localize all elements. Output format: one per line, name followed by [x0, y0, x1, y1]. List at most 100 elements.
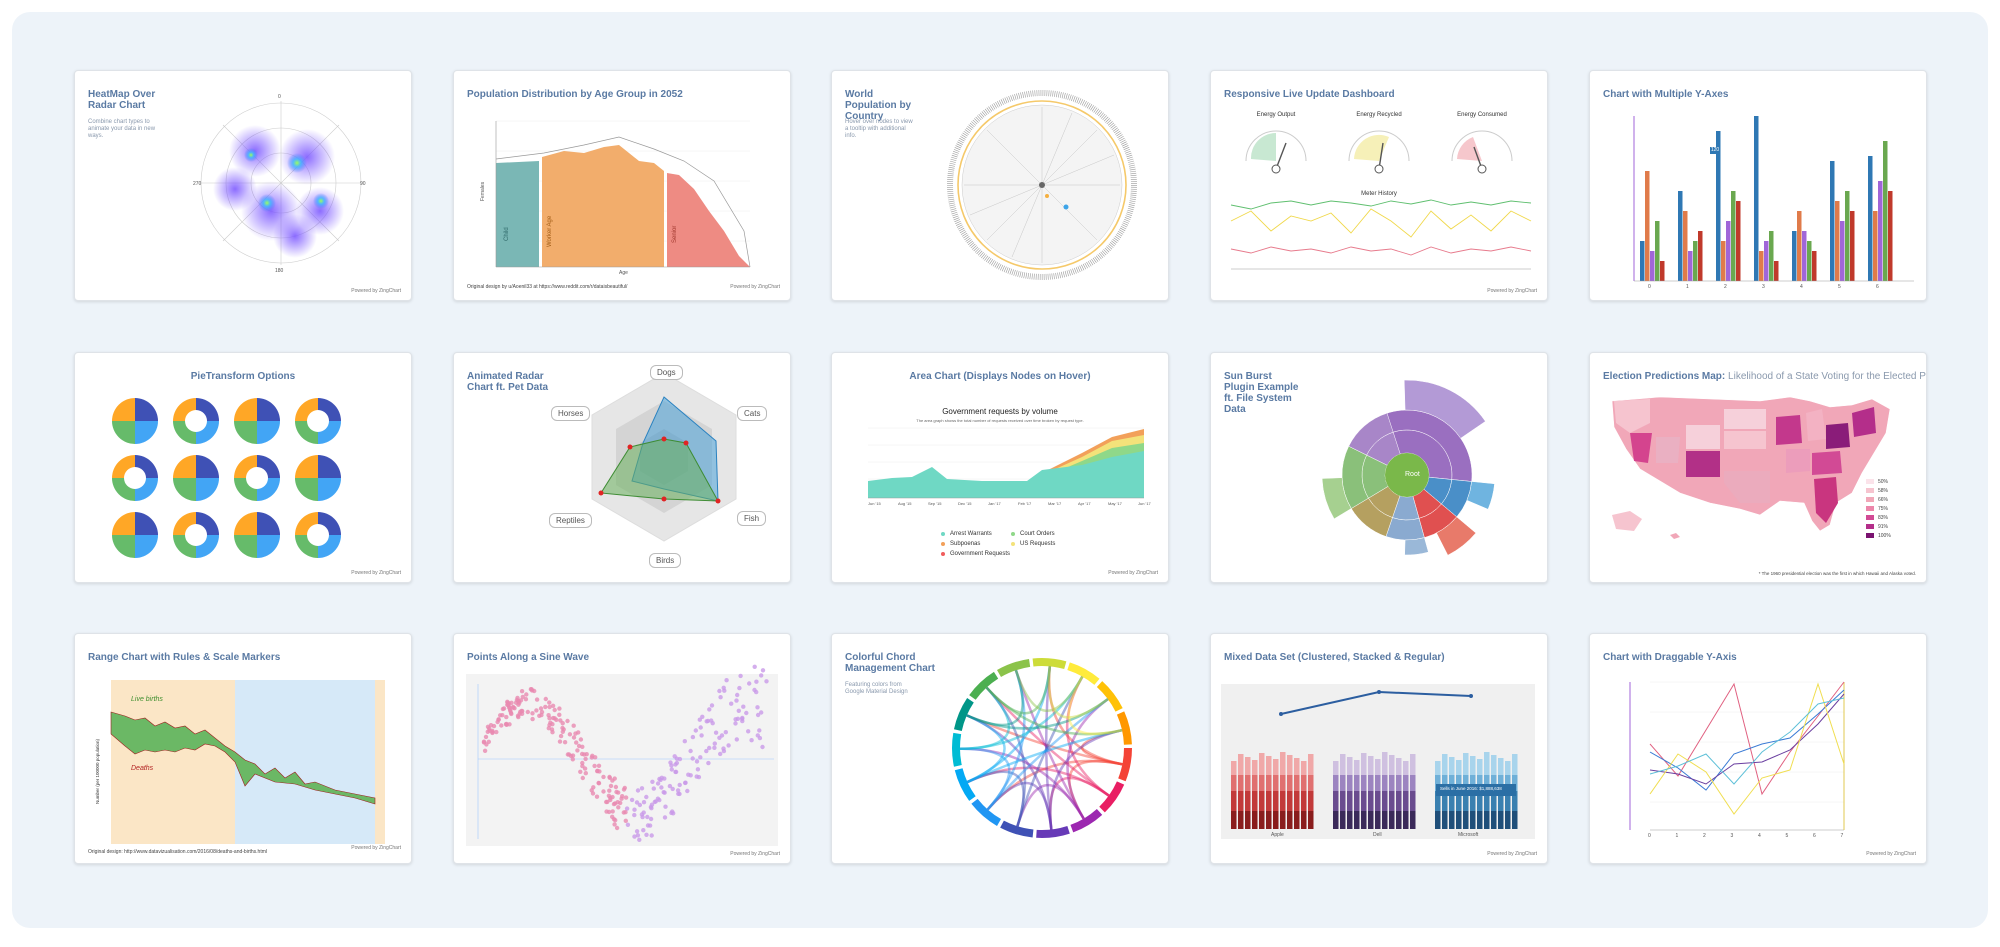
stacked-bar-segment	[1333, 775, 1339, 791]
legend-arrest-warrants[interactable]: Arrest Warrants	[950, 531, 992, 537]
chord-ribbon	[1067, 675, 1123, 735]
powered-by: Powered by ZingChart	[730, 284, 780, 290]
scatter-point	[534, 708, 539, 713]
legend-subpoenas[interactable]: Subpoenas	[950, 541, 981, 547]
scatter-point	[634, 829, 640, 834]
stacked-bar-segment	[1347, 791, 1353, 811]
scatter-point	[623, 818, 628, 823]
scatter-point	[641, 800, 647, 805]
scatter-point	[610, 814, 615, 819]
card-desc: Combine chart types to animate your data…	[88, 119, 156, 139]
scatter-point	[543, 704, 548, 710]
scatter-point	[562, 740, 568, 745]
card-chord[interactable]: Colorful Chord Management Chart Featurin…	[831, 633, 1169, 864]
powered-by: Powered by ZingChart	[1487, 288, 1537, 294]
legend-us-requests[interactable]: US Requests	[1020, 541, 1056, 547]
card-world-population[interactable]: World Population by Country Hover over n…	[831, 70, 1169, 301]
card-draggable-y-axis[interactable]: Chart with Draggable Y-Axis Powered by Z…	[1589, 633, 1927, 864]
legend-court-orders[interactable]: Court Orders	[1020, 531, 1055, 537]
scatter-point	[580, 760, 585, 766]
stacked-bar-segment	[1238, 811, 1244, 829]
bar	[1802, 231, 1807, 281]
scatter-point	[583, 771, 588, 776]
card-heatmap-radar[interactable]: HeatMap Over Radar Chart Combine chart t…	[74, 70, 412, 301]
card-population-distribution[interactable]: Population Distribution by Age Group in …	[453, 70, 791, 301]
card-animated-radar[interactable]: Animated Radar Chart ft. Pet Data Dogs C…	[453, 352, 791, 583]
scatter-point	[688, 748, 693, 754]
scatter-point	[565, 718, 570, 724]
pie-slice	[173, 478, 196, 501]
card-election-map[interactable]: Election Predictions Map: Likelihood of …	[1589, 352, 1927, 583]
stacked-bar-segment	[1294, 791, 1300, 811]
stacked-bar-segment	[1435, 775, 1441, 791]
scatter-point	[499, 723, 504, 728]
scatter-point	[519, 711, 525, 716]
card-desc: Hover over nodes to view a tooltip with …	[845, 119, 913, 139]
stacked-bar-segment	[1368, 775, 1374, 791]
scatter-point	[608, 797, 613, 803]
card-live-dashboard[interactable]: Responsive Live Update Dashboard Energy …	[1210, 70, 1548, 301]
scatter-point	[503, 722, 509, 727]
chord-ribbon	[1049, 728, 1123, 830]
scatter-point	[712, 745, 717, 750]
stacked-bar-segment	[1463, 775, 1469, 791]
card-title: Election Predictions Map: Likelihood of …	[1603, 371, 1926, 382]
scatter-point	[667, 783, 673, 789]
scatter-point	[550, 703, 556, 708]
stacked-bar-segment	[1308, 791, 1314, 811]
scatter-point	[670, 786, 675, 792]
svg-text:90: 90	[360, 181, 366, 187]
card-multiple-y-axes[interactable]: Chart with Multiple Y-Axes 120 0 1 2 3 4 5 6	[1589, 70, 1927, 301]
stacked-bar-segment	[1259, 791, 1265, 811]
sunburst-segment	[1403, 379, 1486, 439]
chord-ribbon	[986, 781, 1053, 830]
radar-label-reptiles: Reptiles	[549, 513, 592, 528]
stacked-bar-segment	[1361, 753, 1367, 775]
card-range-chart[interactable]: Range Chart with Rules & Scale Markers L…	[74, 633, 412, 864]
scatter-point	[749, 738, 754, 743]
scatter-point	[576, 743, 582, 749]
scatter-point	[567, 732, 573, 737]
stacked-bar-segment	[1354, 760, 1360, 775]
scatter-point	[674, 760, 680, 766]
card-sine-wave[interactable]: Points Along a Sine Wave Powered by Zing…	[453, 633, 791, 864]
pie-slice	[257, 398, 280, 421]
chord-ribbon	[966, 714, 1006, 784]
stacked-bar-segment	[1505, 791, 1511, 811]
card-mixed-data[interactable]: Mixed Data Set (Clustered, Stacked & Reg…	[1210, 633, 1548, 864]
scatter-point	[740, 718, 745, 724]
stacked-bar-segment	[1354, 791, 1360, 811]
scatter-point	[560, 721, 565, 726]
scatter-point	[709, 718, 714, 723]
stacked-bar-segment	[1245, 757, 1251, 775]
scatter-point	[552, 707, 557, 713]
x-tick: 3	[1762, 284, 1765, 290]
scatter-point	[584, 752, 589, 757]
scatter-point	[482, 748, 488, 753]
stacked-bar-segment	[1340, 754, 1346, 775]
card-area-chart[interactable]: Area Chart (Displays Nodes on Hover) Gov…	[831, 352, 1169, 583]
scatter-point	[712, 741, 717, 746]
chord-ribbon	[985, 686, 1110, 797]
stacked-bar-segment	[1308, 775, 1314, 791]
legend-government-requests[interactable]: Government Requests	[950, 551, 1011, 557]
scatter-point	[662, 815, 668, 820]
multi-axis-bar-chart	[1633, 116, 1914, 282]
card-pietransform[interactable]: PieTransform Options Powered by ZingChar…	[74, 352, 412, 583]
stacked-bar-segment	[1280, 811, 1286, 829]
stacked-bar-segment	[1375, 775, 1381, 791]
card-sunburst[interactable]: Sun Burst Plugin Example ft. File System…	[1210, 352, 1548, 583]
scatter-point	[690, 734, 696, 740]
stacked-bar-segment	[1266, 756, 1272, 775]
scatter-point	[610, 809, 615, 814]
scatter-point	[721, 685, 726, 690]
scatter-point	[721, 746, 726, 751]
x-tick: 1	[1675, 833, 1679, 839]
stacked-bar-segment	[1512, 811, 1518, 829]
stacked-bar-segment	[1238, 791, 1244, 811]
stacked-bar-segment	[1287, 755, 1293, 775]
chord-ribbon	[985, 686, 1027, 827]
stacked-bar-segment	[1368, 756, 1374, 775]
chord-ribbon	[966, 714, 1123, 766]
stacked-bar-segment	[1273, 775, 1279, 791]
